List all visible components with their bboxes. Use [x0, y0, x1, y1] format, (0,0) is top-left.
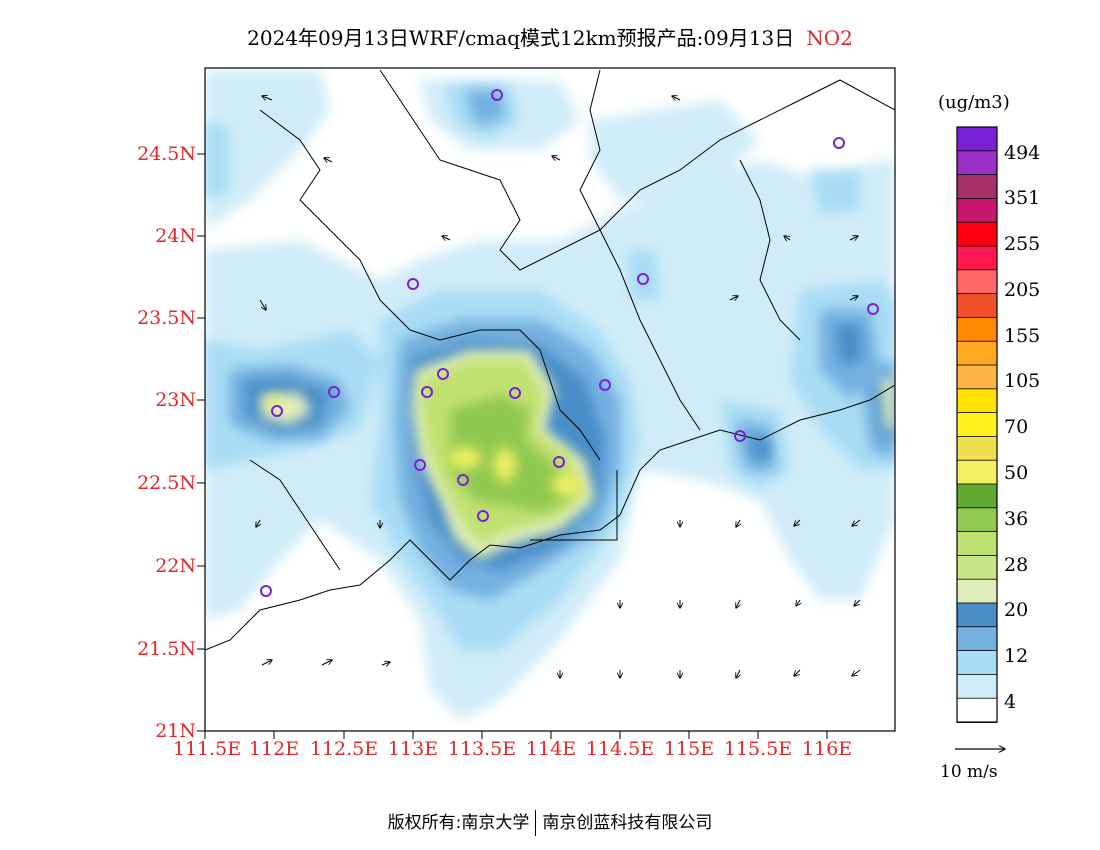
colorbar-frame	[956, 126, 998, 723]
colorbar-swatch	[956, 412, 998, 438]
colorbar-label: 36	[1004, 508, 1029, 530]
lon-label-114: 114E	[525, 738, 577, 760]
colorbar-label: 255	[1004, 233, 1041, 255]
lon-label-112: 112E	[248, 738, 300, 760]
lon-label-113: 113E	[387, 738, 439, 760]
lon-label-114-5: 114.5E	[585, 738, 655, 760]
colorbar-swatch	[956, 507, 998, 533]
footer-right: 南京创蓝科技有限公司	[542, 813, 713, 833]
colorbar-swatch	[956, 602, 998, 628]
lat-label-24: 24N	[155, 225, 196, 247]
colorbar-swatch	[956, 578, 998, 604]
colorbar-label: 20	[1004, 599, 1029, 621]
colorbar-label: 50	[1004, 462, 1029, 484]
colorbar-swatch	[956, 697, 998, 723]
colorbar-label: 70	[1004, 416, 1029, 438]
colorbar-swatch	[956, 555, 998, 581]
colorbar-swatch	[956, 459, 998, 485]
lat-label-21: 21N	[155, 720, 196, 742]
colorbar-swatch	[956, 483, 998, 509]
title-text: 2024年09月13日WRF/cmaq模式12km预报产品:09月13日	[247, 26, 795, 50]
colorbar-swatch	[956, 126, 998, 152]
lat-label-23: 23N	[155, 389, 196, 411]
colorbar-swatch	[956, 531, 998, 557]
colorbar-swatch	[956, 626, 998, 652]
colorbar-swatch	[956, 174, 998, 200]
colorbar-swatch	[956, 364, 998, 390]
colorbar-swatch	[956, 650, 998, 676]
lon-label-111-5: 111.5E	[172, 738, 242, 760]
colorbar-swatch	[956, 435, 998, 462]
colorbar-label: 4	[1004, 691, 1017, 713]
colorbar-label: 205	[1004, 279, 1041, 301]
lon-ticks	[204, 731, 828, 739]
lat-label-21-5: 21.5N	[137, 638, 196, 660]
colorbar-swatch	[956, 245, 998, 271]
lat-label-22: 22N	[155, 555, 196, 577]
lon-label-116: 116E	[801, 738, 853, 760]
lon-label-115: 115E	[663, 738, 715, 760]
station-markers	[260, 89, 879, 597]
lat-label-23-5: 23.5N	[137, 307, 196, 329]
colorbar-swatch	[956, 293, 998, 319]
colorbar	[956, 126, 998, 723]
chart-title: 2024年09月13日WRF/cmaq模式12km预报产品:09月13日 NO2	[0, 22, 1100, 51]
wind-reference-label: 10 m/s	[940, 762, 998, 782]
colorbar-label: 28	[1004, 554, 1029, 576]
colorbar-label: 155	[1004, 325, 1041, 347]
colorbar-units: (ug/m3)	[938, 92, 1010, 113]
wind-vectors	[256, 96, 861, 678]
concentration-field	[205, 68, 895, 731]
colorbar-swatch	[956, 340, 998, 366]
lon-label-113-5: 113.5E	[447, 738, 517, 760]
colorbar-swatch	[956, 316, 998, 343]
colorbar-label: 12	[1004, 645, 1029, 667]
footer-left: 版权所有:南京大学	[387, 813, 530, 833]
colorbar-label: 105	[1004, 370, 1041, 392]
colorbar-swatch	[956, 150, 998, 176]
boundary-lines	[205, 69, 895, 651]
colorbar-swatch	[956, 269, 998, 295]
footer-separator	[535, 810, 537, 836]
lon-label-112-5: 112.5E	[309, 738, 379, 760]
lat-label-22-5: 22.5N	[137, 472, 196, 494]
pollutant-label: NO2	[806, 26, 853, 50]
colorbar-label: 494	[1004, 142, 1041, 164]
colorbar-swatch	[956, 197, 998, 224]
lat-label-24-5: 24.5N	[137, 143, 196, 165]
colorbar-label: 351	[1004, 187, 1041, 209]
footer: 版权所有:南京大学 南京创蓝科技有限公司	[0, 808, 1100, 836]
lat-ticks	[197, 153, 205, 732]
colorbar-swatch	[956, 221, 998, 247]
lon-label-115-5: 115.5E	[723, 738, 793, 760]
colorbar-swatch	[956, 388, 998, 414]
colorbar-swatch	[956, 674, 998, 700]
